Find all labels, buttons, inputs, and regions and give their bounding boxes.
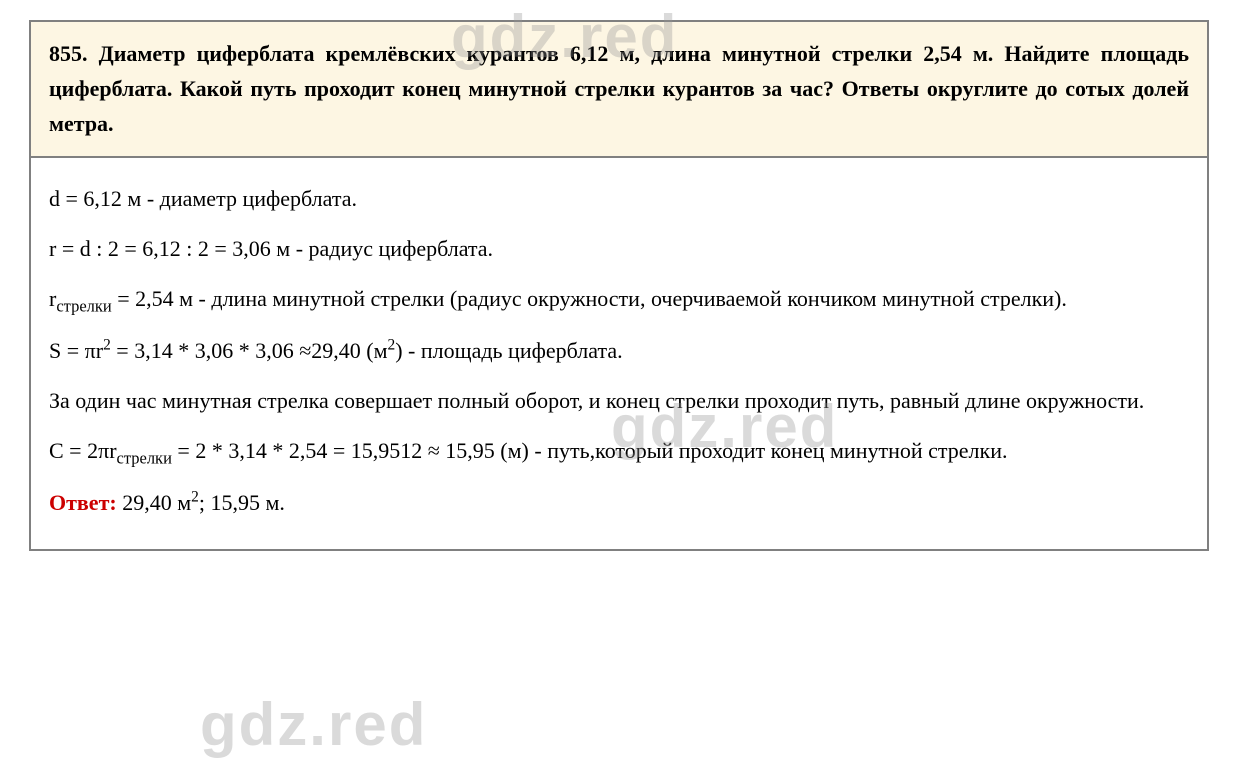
answer-text: 29,40 м	[117, 490, 191, 515]
solution-line: S = πr2 = 3,14 * 3,06 * 3,06 ≈29,40 (м2)…	[49, 328, 1189, 374]
solution-body: d = 6,12 м - диаметр циферблата. r = d :…	[31, 158, 1207, 549]
formula: C = 2πr	[49, 438, 117, 463]
solution-line: C = 2πrстрелки = 2 * 3,14 * 2,54 = 15,95…	[49, 428, 1189, 476]
document-container: gdz.red gdz.red 855. Диаметр циферблата …	[29, 20, 1209, 551]
solution-line: r = d : 2 = 6,12 : 2 = 3,06 м - радиус ц…	[49, 226, 1189, 272]
formula: S = πr	[49, 338, 103, 363]
problem-number: 855.	[49, 41, 88, 66]
problem-statement: 855. Диаметр циферблата кремлёвских кура…	[31, 22, 1207, 158]
answer-line: Ответ: 29,40 м2; 15,95 м.	[49, 480, 1189, 526]
text: ) - площадь циферблата.	[395, 338, 622, 363]
text: = 2,54 м - длина минутной стрелки (радиу…	[112, 286, 1067, 311]
answer-label: Ответ:	[49, 490, 117, 515]
problem-text: Диаметр циферблата кремлёвских курантов …	[49, 41, 1189, 136]
superscript: 2	[103, 337, 111, 354]
solution-line: rстрелки = 2,54 м - длина минутной стрел…	[49, 276, 1189, 324]
text: = 3,14 * 3,06 * 3,06 ≈29,40 (м	[111, 338, 388, 363]
answer-text: ; 15,95 м.	[199, 490, 285, 515]
superscript: 2	[191, 489, 199, 506]
text: = 2 * 3,14 * 2,54 = 15,9512 ≈ 15,95 (м) …	[172, 438, 1008, 463]
watermark: gdz.red	[200, 690, 427, 759]
subscript: стрелки	[117, 449, 172, 468]
solution-line: За один час минутная стрелка совершает п…	[49, 378, 1189, 424]
subscript: стрелки	[56, 296, 111, 315]
solution-line: d = 6,12 м - диаметр циферблата.	[49, 176, 1189, 222]
